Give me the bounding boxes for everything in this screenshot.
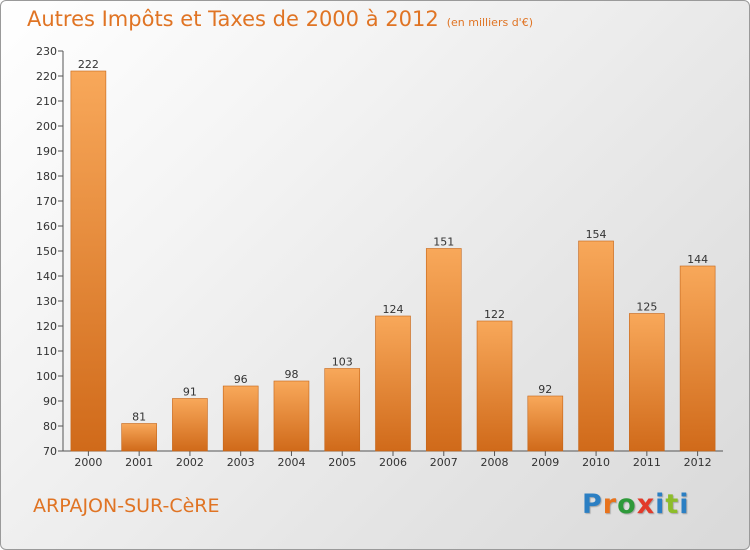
y-tick-label: 110 — [36, 345, 57, 358]
bar-2002 — [172, 398, 208, 452]
proxiti-logo[interactable]: Proxiti — [582, 489, 690, 520]
title-text: Autres Impôts et Taxes de 2000 à 2012 — [27, 7, 439, 31]
bar-2001 — [121, 423, 157, 452]
bar-2005 — [324, 368, 361, 452]
value-label: 92 — [538, 383, 552, 396]
y-tick-label: 190 — [36, 145, 57, 158]
value-label: 151 — [433, 236, 454, 249]
value-label: 222 — [78, 58, 99, 71]
x-tick-label: 2000 — [74, 456, 102, 469]
bar-2008 — [476, 320, 513, 452]
y-tick-label: 130 — [36, 295, 57, 308]
bar-2009 — [527, 395, 564, 452]
bar-2003 — [222, 385, 259, 452]
city-name: ARPAJON-SUR-CèRE — [33, 495, 220, 517]
y-tick-label: 100 — [36, 370, 57, 383]
value-label: 124 — [383, 303, 404, 316]
x-tick-label: 2008 — [481, 456, 509, 469]
chart-title: Autres Impôts et Taxes de 2000 à 2012 (en… — [27, 7, 533, 31]
value-label: 91 — [183, 386, 197, 399]
x-axis: 2000 2001 2002 2003 2004 2005 2006 2007 2008 2009… — [63, 450, 723, 469]
logo-letter: x — [636, 489, 656, 520]
y-tick-label: 140 — [36, 270, 57, 283]
x-tick-label: 2002 — [176, 456, 204, 469]
y-tick-label: 120 — [36, 320, 57, 333]
bar-2011 — [629, 313, 665, 452]
logo-letter: r — [602, 489, 618, 520]
y-axis: 70 80 90 100 110 120 130 140 150 160 170 180 190 200 2… — [36, 45, 64, 458]
x-tick-label: 2005 — [328, 456, 356, 469]
bar-2010 — [578, 240, 614, 452]
value-label: 122 — [484, 308, 505, 321]
x-tick-label: 2006 — [379, 456, 407, 469]
logo-letter: o — [617, 489, 637, 520]
bar-2006 — [375, 315, 411, 452]
value-label: 144 — [687, 253, 708, 266]
bar-2004 — [273, 380, 310, 452]
x-tick-label: 2012 — [684, 456, 712, 469]
logo-letter: i — [679, 489, 690, 520]
value-label: 81 — [132, 411, 146, 424]
y-tick-label: 70 — [43, 445, 57, 458]
value-label: 154 — [586, 228, 607, 241]
y-tick-label: 230 — [36, 45, 57, 58]
x-tick-label: 2001 — [125, 456, 153, 469]
x-tick-label: 2011 — [633, 456, 661, 469]
x-tick-label: 2010 — [582, 456, 610, 469]
y-tick-label: 180 — [36, 170, 57, 183]
x-tick-label: 2007 — [430, 456, 458, 469]
y-tick-label: 150 — [36, 245, 57, 258]
value-label: 125 — [636, 301, 657, 314]
x-tick-label: 2004 — [277, 456, 305, 469]
value-label: 98 — [284, 368, 298, 381]
y-tick-label: 220 — [36, 70, 57, 83]
x-tick-label: 2003 — [227, 456, 255, 469]
bar-2000 — [70, 70, 107, 452]
bars — [70, 70, 716, 452]
y-tick-label: 90 — [43, 395, 57, 408]
bar-2012 — [679, 265, 716, 452]
y-tick-label: 80 — [43, 420, 57, 433]
value-label: 96 — [234, 373, 248, 386]
y-tick-label: 200 — [36, 120, 57, 133]
y-tick-label: 160 — [36, 220, 57, 233]
value-labels: 222 81 91 96 98 103 124 151 122 92 154 125 144 — [78, 58, 708, 424]
unit-label: (en milliers d'€) — [446, 16, 533, 29]
y-tick-label: 210 — [36, 95, 57, 108]
logo-letter: t — [665, 489, 680, 520]
bar-2007 — [425, 248, 462, 452]
value-label: 103 — [332, 356, 353, 369]
logo-letter: P — [582, 489, 603, 520]
x-tick-label: 2009 — [531, 456, 559, 469]
y-tick-label: 170 — [36, 195, 57, 208]
logo-letter: i — [655, 489, 666, 520]
